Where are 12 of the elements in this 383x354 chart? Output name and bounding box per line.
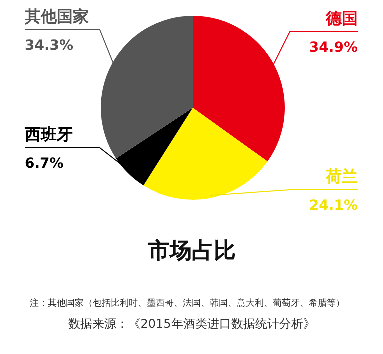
- pie-slice: [144, 108, 268, 200]
- slice-label: 其他国家: [24, 7, 89, 26]
- slice-label: 荷兰: [325, 167, 358, 186]
- data-label: 34.9%: [309, 40, 358, 56]
- slice-label: 德国: [325, 9, 358, 28]
- text: 市场占比: [147, 238, 236, 264]
- slice-label: 西班牙: [24, 125, 73, 144]
- text: 注：其他国家（包括比利时、墨西哥、法国、韩国、意大利、葡萄牙、希腊等）: [30, 298, 345, 309]
- data-label: 6.7%: [25, 156, 64, 172]
- source-note: 数据来源：《2015年酒类进口数据统计分析》: [68, 317, 316, 331]
- data-label: 34.3%: [25, 38, 74, 54]
- data-label: 24.1%: [309, 198, 358, 214]
